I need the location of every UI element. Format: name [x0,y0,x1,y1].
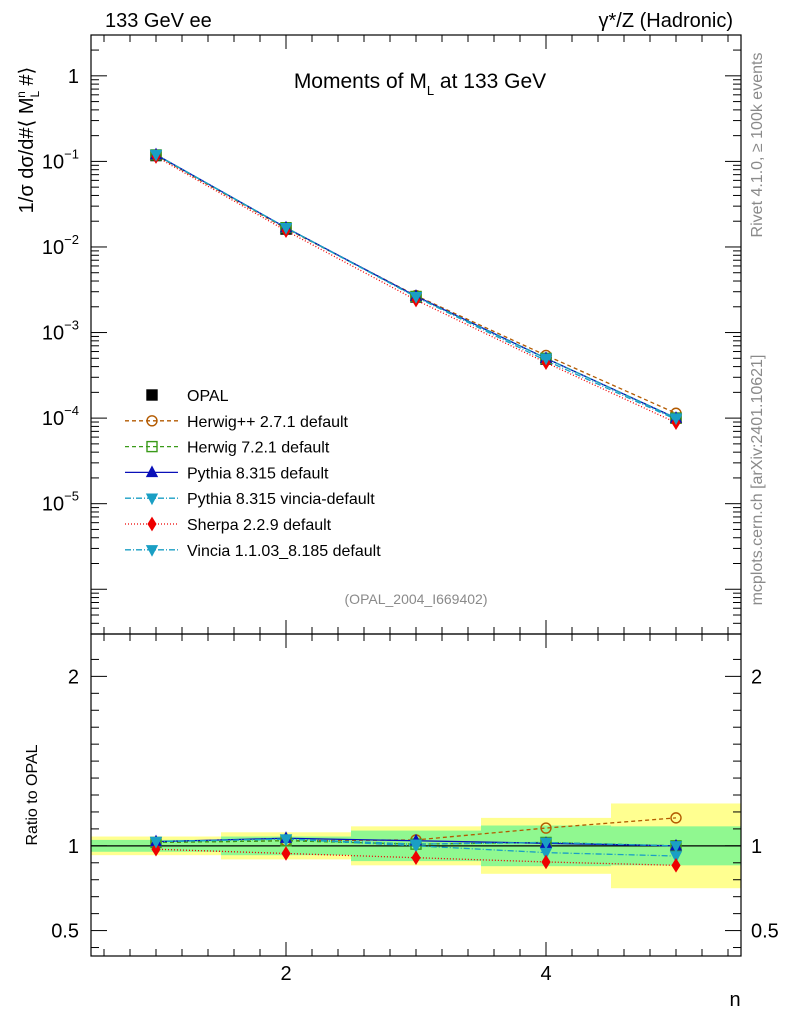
ratio-line-pythia-8-315-vincia-default [155,838,677,857]
ratio-point-vincia-1-1-03-8-185-default [539,837,553,850]
data-point-vincia-1-1-03-8-185-default [539,353,553,366]
series-line-herwig-2-7-1-default [155,154,677,414]
ratio-line-vincia-1-1-03-8-185-default [155,838,677,847]
legend-label-vincia-1-1-03-8-185-default: Vincia 1.1.03_8.185 default [187,543,381,560]
legend-marker-pythia-8-315-default [145,465,159,478]
main-panel: 1 10−1 10−2 10−3 10−4 10−5 Moments of ML at 1… [14,34,742,635]
series-line-pythia-8-315-default [155,154,677,419]
ratio-point-vincia-1-1-03-8-185-default [279,834,293,847]
header-right: γ*/Z (Hadronic) [599,10,733,32]
side-text-lower: mcplots.cern.ch [arXiv:2401.10621] [749,355,766,606]
ratio-y-tick-label-left: 1 [68,836,79,858]
x-axis-label: n [729,989,740,1011]
analysis-watermark: (OPAL_2004_I669402) [345,591,488,607]
legend-marker-herwig-7-2-1-default [146,440,158,453]
legend: OPAL Herwig++ 2.7.1 default Herwig 7.2.1 d… [125,388,381,560]
series-line-vincia-1-1-03-8-185-default [155,154,677,419]
ratio-y-tick-label-right: 0.5 [751,921,779,943]
series-line-sherpa-2-2-9-default [155,155,677,424]
legend-marker-sherpa-2-2-9-default [147,516,157,532]
ratio-point-vincia-1-1-03-8-185-default [409,839,423,852]
ratio-point-sherpa-2-2-9-default [541,854,551,870]
header-left: 133 GeV ee [105,10,212,32]
ratio-point-vincia-1-1-03-8-185-default [149,836,163,849]
legend-label-herwig-7-2-1-default: Herwig 7.2.1 default [187,440,330,457]
legend-marker-herwig-2-7-1-default [146,415,158,427]
ratio-y-tick-label-right: 2 [751,666,762,688]
main-y-tick-label: 1 [68,66,79,88]
ratio-point-sherpa-2-2-9-default [151,841,161,857]
main-y-tick-label: 10−1 [42,146,79,173]
ratio-y-tick-label-left: 2 [68,666,79,688]
legend-label-pythia-8-315-vincia-default: Pythia 8.315 vincia-default [187,491,375,508]
ratio-y-tick-label-left: 0.5 [51,921,79,943]
legend-marker-opal [146,389,158,401]
main-series-markers [149,147,683,430]
series-line-pythia-8-315-vincia-default [155,154,677,421]
ratio-point-sherpa-2-2-9-default [671,858,681,873]
ratio-point-sherpa-2-2-9-default [411,850,421,866]
ratio-y-axis-label: Ratio to OPAL [24,744,41,845]
legend-label-opal: OPAL [187,388,229,405]
main-title: Moments of ML at 133 GeV [294,70,546,98]
main-y-axis-label: 1/σ dσ/d#⟨ MLn #⟩ [14,67,42,214]
ratio-series-markers [149,812,683,873]
legend-marker-pythia-8-315-vincia-default [145,493,159,506]
ratio-point-vincia-1-1-03-8-185-default [669,841,683,853]
x-tick-label: 2 [280,963,291,985]
main-y-tick-label: 10−5 [42,489,79,516]
legend-label-sherpa-2-2-9-default: Sherpa 2.2.9 default [187,517,332,534]
ratio-panel: 0.5 0.5 1 1 2 2 2 4 Ratio to OPAL n [24,633,779,1011]
data-point-vincia-1-1-03-8-185-default [669,413,683,426]
series-line-herwig-7-2-1-default [155,154,677,419]
main-y-tick-label: 10−2 [42,232,79,259]
ratio-point-herwig-2-7-1-default [670,812,682,824]
ratio-point-sherpa-2-2-9-default [281,846,291,861]
main-y-tick-label: 10−3 [42,318,79,345]
data-point-vincia-1-1-03-8-185-default [149,149,163,162]
legend-label-pythia-8-315-default: Pythia 8.315 default [187,465,329,482]
ratio-y-tick-label-right: 1 [751,836,762,858]
x-tick-label: 4 [540,963,551,985]
ratio-point-herwig-2-7-1-default [540,822,552,834]
legend-marker-vincia-1-1-03-8-185-default [145,545,159,557]
data-point-vincia-1-1-03-8-185-default [409,292,423,304]
legend-label-herwig-2-7-1-default: Herwig++ 2.7.1 default [187,414,349,431]
main-y-tick-label: 10−4 [42,403,79,430]
main-axes: 1 10−1 10−2 10−3 10−4 10−5 [42,34,741,635]
ratio-axes: 0.5 0.5 1 1 2 2 2 4 [51,634,779,985]
main-series-lines [155,154,677,424]
data-point-vincia-1-1-03-8-185-default [279,222,293,235]
ratio-plot-frame [90,633,742,957]
side-text-upper: Rivet 4.1.0, ≥ 100k events [749,53,766,238]
